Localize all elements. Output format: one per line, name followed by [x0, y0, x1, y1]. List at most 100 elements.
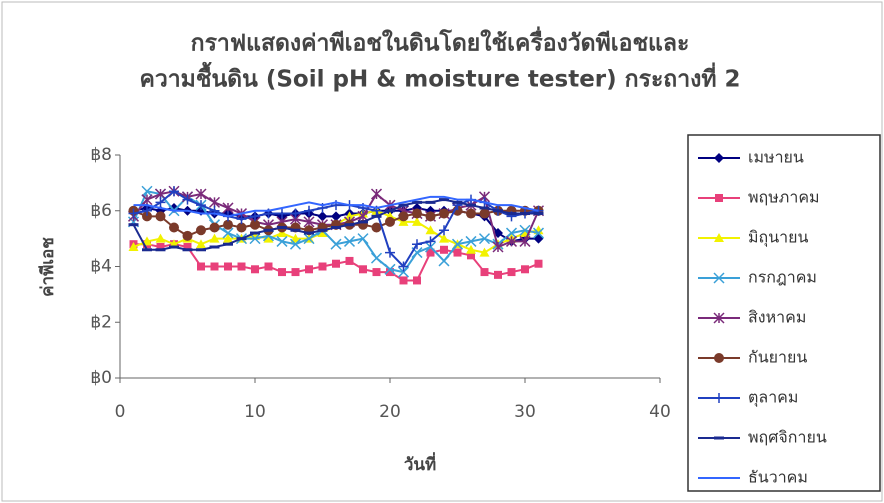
marker: [425, 225, 436, 235]
marker: [276, 235, 288, 247]
marker: [223, 219, 233, 230]
marker: [277, 228, 287, 238]
marker: [480, 268, 489, 277]
marker: [196, 225, 206, 236]
y-tick-label: ฿8: [90, 145, 112, 165]
marker: [290, 233, 301, 243]
legend-label: ธันวาคม: [748, 468, 808, 487]
marker: [128, 241, 139, 251]
y-tick-label: ฿6: [90, 201, 112, 221]
marker: [345, 256, 354, 265]
marker: [278, 268, 286, 277]
marker: [196, 200, 206, 211]
marker: [370, 188, 383, 200]
marker: [505, 235, 518, 247]
marker: [398, 211, 409, 222]
marker: [397, 266, 410, 278]
marker: [155, 233, 166, 243]
marker: [424, 241, 437, 253]
legend-label: พฤศจิกายน: [748, 428, 827, 447]
marker: [223, 233, 233, 243]
marker: [142, 211, 152, 222]
marker: [196, 239, 206, 249]
marker: [277, 208, 287, 219]
marker: [425, 236, 436, 247]
x-tick-label: 0: [115, 402, 126, 422]
marker: [426, 248, 435, 257]
marker: [222, 227, 234, 239]
marker: [370, 252, 383, 264]
marker: [715, 194, 723, 202]
marker: [505, 227, 518, 239]
marker: [263, 233, 274, 243]
marker: [331, 211, 341, 222]
chart-subtitle: ความชื้นดิน (Soil pH & moisture tester) …: [139, 62, 740, 93]
marker: [318, 262, 327, 271]
marker: [467, 251, 475, 260]
marker: [155, 211, 166, 222]
marker: [183, 242, 192, 251]
marker: [479, 208, 490, 219]
marker: [466, 208, 476, 219]
marker: [182, 194, 193, 205]
marker: [317, 228, 328, 238]
marker: [413, 276, 421, 285]
marker: [344, 211, 355, 221]
marker: [128, 208, 139, 219]
marker: [224, 262, 232, 271]
marker: [399, 276, 408, 285]
marker: [465, 235, 477, 247]
marker: [438, 255, 450, 267]
marker: [521, 265, 529, 274]
marker: [466, 244, 476, 254]
marker: [141, 194, 153, 206]
marker: [386, 268, 394, 277]
marker: [251, 265, 259, 274]
marker: [250, 219, 260, 230]
marker: [412, 208, 422, 219]
legend-label: ตุลาคม: [748, 388, 798, 408]
marker: [357, 233, 369, 245]
marker: [236, 222, 247, 233]
marker: [156, 242, 165, 251]
marker: [332, 259, 340, 268]
y-tick-label: ฿2: [90, 312, 112, 332]
marker: [359, 265, 367, 274]
y-tick-label: ฿0: [90, 368, 112, 388]
marker: [384, 263, 396, 275]
marker: [250, 211, 260, 222]
marker: [303, 216, 315, 228]
marker: [492, 241, 504, 253]
marker: [209, 222, 220, 233]
marker: [451, 238, 464, 250]
marker: [713, 312, 725, 324]
marker: [154, 188, 167, 200]
y-tick-label: ฿4: [90, 257, 112, 277]
marker: [439, 208, 449, 219]
x-tick-label: 40: [649, 402, 671, 422]
marker: [141, 185, 153, 197]
legend-label: กรกฎาคม: [748, 268, 817, 287]
x-tick-label: 20: [379, 402, 401, 422]
marker: [304, 205, 314, 216]
marker: [412, 216, 422, 226]
marker: [439, 225, 449, 236]
marker: [440, 245, 448, 254]
marker: [195, 188, 207, 200]
marker: [425, 211, 436, 222]
marker: [534, 259, 543, 268]
marker: [385, 247, 395, 258]
marker: [290, 208, 301, 219]
marker: [222, 202, 234, 214]
marker: [197, 262, 205, 271]
x-tick-label: 10: [244, 402, 266, 422]
marker: [714, 153, 724, 163]
marker: [289, 238, 302, 250]
marker: [507, 268, 516, 277]
marker: [209, 233, 220, 243]
marker: [155, 197, 166, 208]
chart-title: กราฟแสดงค่าพีเอชในดินโดยใช้เครื่องวัดพีเ…: [191, 26, 690, 57]
marker: [371, 222, 382, 233]
marker: [479, 247, 490, 257]
